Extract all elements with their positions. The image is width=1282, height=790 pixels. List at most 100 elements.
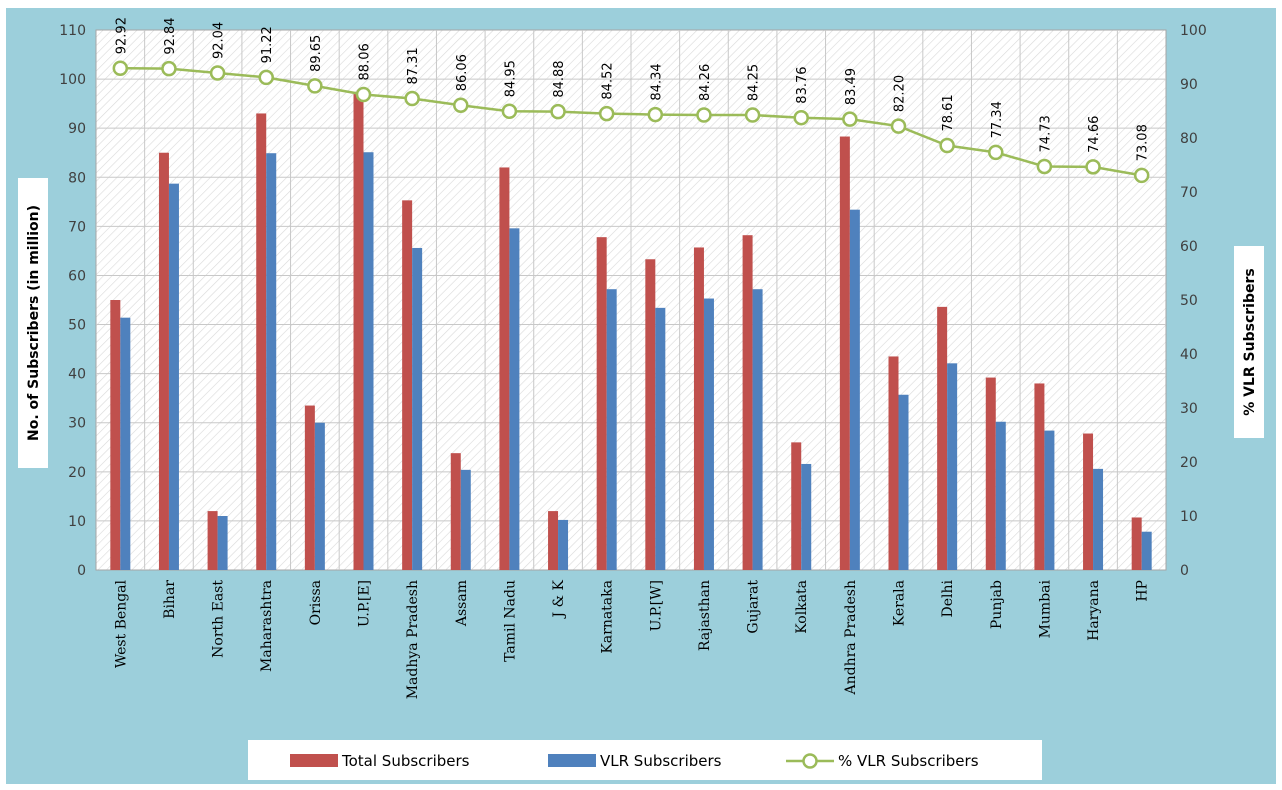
bar [947, 363, 958, 570]
y-tick-label: 30 [68, 416, 86, 432]
bar [703, 298, 714, 570]
y2-tick-label: 10 [1180, 509, 1198, 525]
data-point [453, 97, 469, 114]
data-label: 84.26 [698, 64, 713, 101]
bar [314, 422, 325, 570]
bar [499, 167, 510, 571]
bar [596, 237, 607, 570]
data-point [1036, 158, 1053, 175]
data-label: 89.65 [309, 35, 324, 72]
y-tick-label: 0 [77, 563, 86, 579]
bar [752, 289, 763, 570]
data-point [209, 65, 226, 81]
bar [801, 463, 812, 570]
bar [1141, 531, 1152, 570]
x-tick-label: Delhi [940, 579, 956, 617]
bar [509, 228, 520, 570]
data-label: 92.92 [114, 17, 129, 54]
bar [412, 247, 423, 571]
bar [898, 394, 909, 570]
x-tick-label: J & K [551, 579, 567, 619]
legend-label: Total Subscribers [341, 752, 470, 770]
data-label: 84.34 [649, 63, 664, 100]
x-tick-label: Karnataka [600, 580, 616, 654]
bar [839, 136, 850, 570]
x-tick-label: North East [211, 580, 227, 658]
y2-tick-label: 90 [1180, 77, 1198, 93]
data-label: 77.34 [990, 101, 1005, 138]
y2-tick-label: 40 [1180, 347, 1198, 363]
bar [742, 235, 753, 570]
bars [110, 93, 1152, 571]
x-tick-label: Haryana [1086, 580, 1102, 641]
y-tick-label: 10 [68, 514, 86, 530]
data-point [258, 69, 274, 86]
bar [791, 442, 802, 570]
bar [1093, 468, 1104, 570]
y2-tick-label: 0 [1180, 563, 1189, 579]
x-tick-label: West Bengal [113, 579, 129, 668]
bar [548, 511, 559, 570]
data-point [307, 78, 323, 94]
series-line [120, 66, 1142, 177]
x-tick-label: HP [1135, 580, 1151, 602]
data-label: 92.04 [212, 22, 227, 59]
y-axis-left: 0 10 20 30 40 50 60 70 80 90 100 110 [59, 23, 86, 579]
combo-chart: 0 10 20 30 40 50 60 70 80 90 100 110 0 10 20 30 40 50 60 70… [18, 17, 1264, 780]
bar [158, 152, 169, 570]
y2-tick-label: 60 [1180, 239, 1198, 255]
bar [353, 93, 364, 571]
data-point [1085, 159, 1101, 175]
x-tick-label: Assam [454, 580, 470, 627]
bar [217, 516, 228, 570]
bar [995, 421, 1006, 570]
y2-tick-label: 100 [1180, 23, 1207, 39]
y-tick-label: 60 [68, 268, 86, 284]
bar-series-vlr-subscribers [120, 152, 1152, 571]
x-tick-label: Tamil Nadu [502, 580, 518, 662]
data-label: 84.95 [503, 60, 518, 97]
bar [110, 300, 121, 570]
legend-label: VLR Subscribers [600, 752, 722, 770]
y-tick-label: 20 [68, 465, 86, 481]
bar [937, 306, 948, 570]
bar [1044, 430, 1055, 570]
bar [363, 152, 374, 570]
y-tick-label: 70 [68, 219, 86, 235]
data-point [890, 118, 907, 134]
data-label: 78.61 [941, 94, 956, 131]
legend-swatch [290, 754, 338, 767]
legend-item: VLR Subscribers [548, 752, 722, 770]
data-label: 83.49 [844, 68, 859, 105]
bar [1083, 433, 1094, 570]
data-label: 82.20 [893, 75, 908, 112]
bar [120, 317, 131, 570]
bar [849, 209, 860, 570]
data-label: 74.73 [1038, 115, 1053, 152]
data-point [647, 106, 664, 123]
data-label: 88.06 [358, 43, 373, 80]
legend-item: % VLR Subscribers [786, 752, 979, 770]
y2-tick-label: 50 [1180, 293, 1198, 309]
y-axis-title: No. of Subscribers (in million) [26, 205, 42, 441]
x-tick-label: Maharashtra [259, 580, 275, 672]
legend-box [248, 740, 1042, 780]
y-axis-title-box [18, 178, 48, 468]
x-axis: West Bengal Bihar North East Maharashtra Ori… [113, 579, 1150, 699]
y2-tick-label: 30 [1180, 401, 1198, 417]
data-point [696, 107, 712, 123]
x-tick-label: Andhra Pradesh [843, 580, 859, 696]
data-point [161, 60, 177, 77]
bar [450, 453, 461, 570]
line-series-vlr-percent [112, 60, 1150, 184]
data-label: 91.22 [260, 26, 275, 63]
y2-axis-title: % VLR Subscribers [1242, 268, 1258, 415]
gridlines-vertical [144, 30, 1118, 570]
y-tick-label: 50 [68, 318, 86, 334]
bar [402, 200, 413, 570]
bar [168, 183, 179, 570]
data-point [404, 90, 420, 107]
x-tick-label: U.P.[E] [357, 580, 373, 627]
y-tick-label: 100 [59, 72, 86, 88]
y-tick-label: 90 [68, 121, 86, 137]
